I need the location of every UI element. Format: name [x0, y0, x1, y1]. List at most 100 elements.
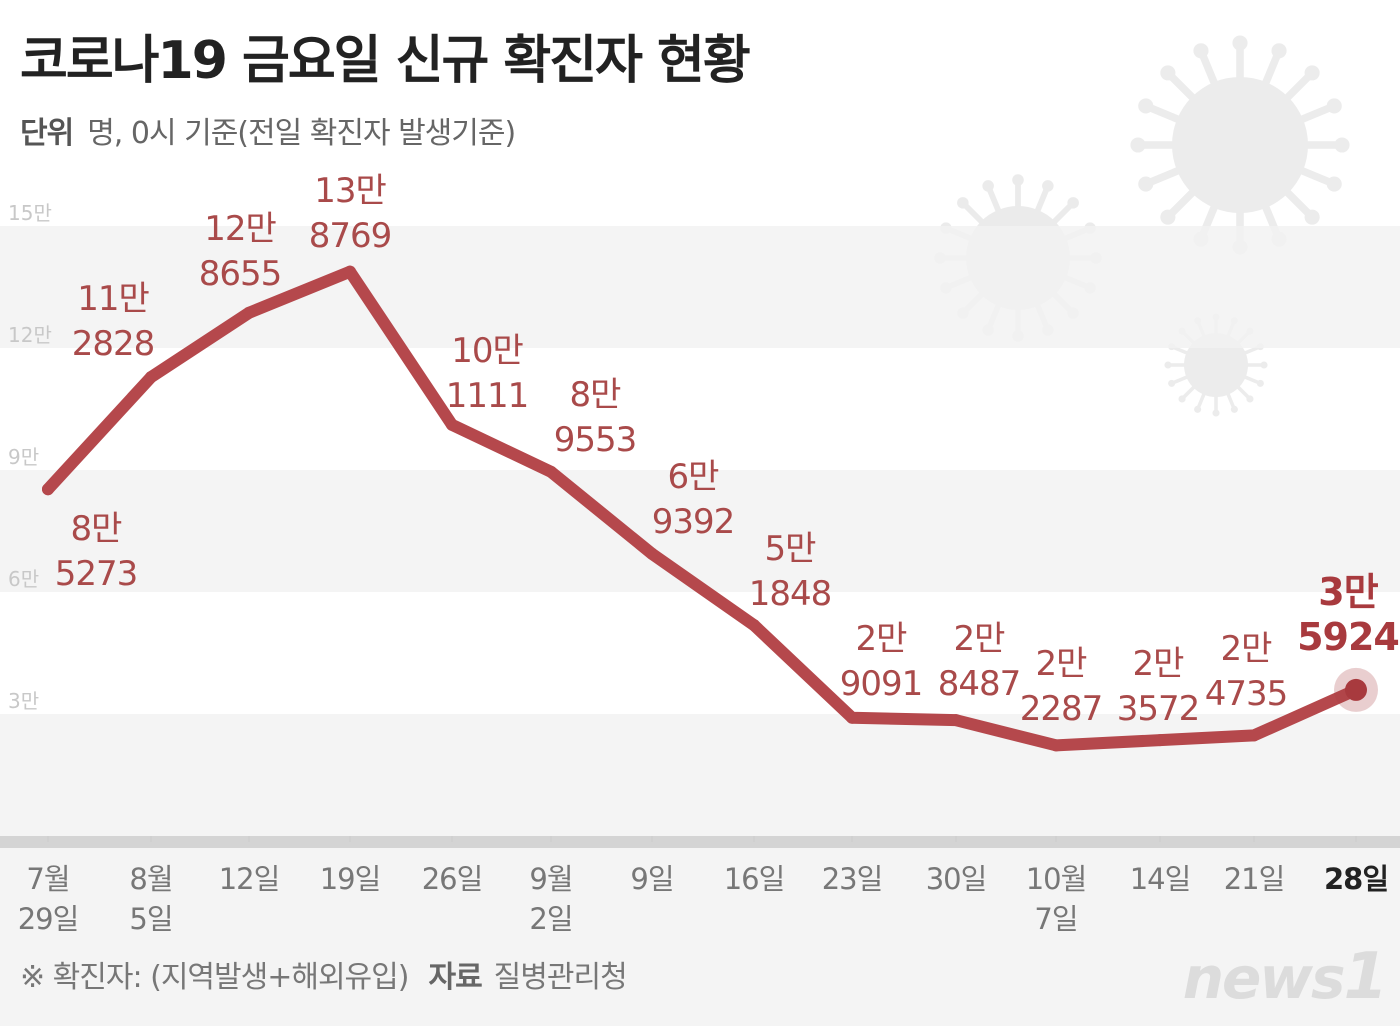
data-point	[1345, 678, 1367, 701]
virus-spike-tip	[1164, 361, 1172, 369]
unit-label: 단위	[20, 116, 74, 151]
data-label: 8만	[570, 375, 622, 415]
virus-spike-tip	[1212, 409, 1220, 417]
virus-spike-tip	[957, 197, 969, 209]
virus-spike-tip	[1067, 197, 1079, 209]
x-tick-label: 26일	[422, 862, 483, 896]
virus-spike-tip	[1271, 43, 1287, 59]
x-tick-label: 16일	[724, 862, 785, 896]
virus-spike-tip	[1160, 65, 1176, 81]
data-point	[145, 371, 157, 384]
x-axis-bar	[0, 836, 1400, 848]
data-point	[344, 265, 356, 278]
source-label: 자료	[428, 960, 482, 995]
data-point	[1154, 734, 1166, 747]
x-tick-label: 28일	[1324, 862, 1388, 896]
data-label: 2828	[72, 324, 155, 364]
data-label: 2만	[1036, 644, 1088, 684]
virus-spike-tip	[1130, 137, 1146, 153]
virus-icon	[1184, 333, 1248, 397]
data-label: 3만	[1318, 570, 1378, 614]
data-label: 8487	[938, 664, 1021, 704]
data-label: 2만	[1221, 629, 1273, 669]
data-point	[846, 711, 858, 724]
x-tick-label: 7일	[1034, 902, 1077, 936]
data-point	[545, 465, 557, 478]
footnote-text: ※ 확진자: (지역발생+해외유입)	[20, 960, 409, 995]
unit-text: 명, 0시 기준(전일 확진자 발생기준)	[87, 116, 516, 151]
data-point	[1248, 729, 1260, 742]
x-tick-label: 8월	[129, 862, 172, 896]
data-label: 9553	[554, 420, 637, 460]
data-label: 2만	[856, 619, 908, 659]
data-label: 8만	[71, 509, 123, 549]
x-tick-label: 7월	[26, 862, 69, 896]
data-label: 1848	[749, 574, 832, 614]
x-tick-label: 2일	[529, 902, 572, 936]
virus-spike-tip	[1230, 405, 1238, 413]
data-label: 5만	[765, 529, 817, 569]
virus-spike-tip	[1246, 395, 1254, 403]
data-label: 2287	[1020, 689, 1103, 729]
y-tick-label: 15만	[8, 201, 52, 225]
data-label: 2만	[954, 619, 1006, 659]
data-point	[950, 714, 962, 727]
footnote: ※ 확진자: (지역발생+해외유입) 자료 질병관리청	[20, 952, 628, 996]
grid-band	[0, 470, 1400, 592]
virus-spike-tip	[1260, 361, 1268, 369]
virus-spike-tip	[1160, 209, 1176, 225]
x-tick-label: 12일	[219, 862, 280, 896]
data-label: 8655	[199, 254, 282, 294]
data-point	[42, 483, 54, 496]
virus-spike-tip	[1304, 209, 1320, 225]
data-label: 3572	[1117, 689, 1200, 729]
data-point	[748, 619, 760, 632]
source-text: 질병관리청	[493, 960, 628, 995]
data-label: 9091	[840, 664, 923, 704]
x-tick-label: 30일	[926, 862, 987, 896]
virus-spike-tip	[1334, 137, 1350, 153]
virus-spike-tip	[1178, 395, 1186, 403]
data-label: 11만	[77, 279, 149, 319]
series-line	[42, 265, 1362, 752]
virus-spike-tip	[1138, 176, 1154, 192]
data-label: 10만	[451, 331, 523, 371]
y-tick-label: 9만	[8, 445, 39, 469]
x-tick-label: 14일	[1130, 862, 1191, 896]
data-label: 12만	[204, 209, 276, 249]
y-tick-label: 6만	[8, 567, 39, 591]
virus-spike-tip	[1232, 35, 1248, 51]
data-point	[243, 306, 255, 319]
unit-note: 단위 명, 0시 기준(전일 확진자 발생기준)	[20, 108, 516, 152]
data-label: 8769	[309, 216, 392, 256]
virus-spike-tip	[1326, 98, 1342, 114]
x-tick-label: 9월	[529, 862, 572, 896]
virus-spike-tip	[1193, 43, 1209, 59]
x-tick-label: 29일	[18, 902, 79, 936]
x-tick-label: 21일	[1224, 862, 1285, 896]
data-label: 6만	[668, 457, 720, 497]
data-point	[646, 547, 658, 560]
data-label: 9392	[652, 502, 735, 542]
virus-spike-tip	[1138, 98, 1154, 114]
data-label: 1111	[446, 376, 529, 416]
data-label: 5273	[55, 554, 138, 594]
data-label: 4735	[1205, 674, 1288, 714]
virus-spike-tip	[1326, 176, 1342, 192]
news1-logo: news1	[1182, 940, 1388, 1014]
x-tick-label: 19일	[320, 862, 381, 896]
x-tick-label: 5일	[129, 902, 172, 936]
virus-spike-tip	[982, 180, 994, 192]
data-point	[446, 418, 458, 431]
x-tick-label: 23일	[822, 862, 883, 896]
virus-icon	[1172, 77, 1308, 213]
data-label: 5924	[1297, 615, 1399, 659]
grid-band	[0, 714, 1400, 836]
y-tick-label: 12만	[8, 323, 52, 347]
virus-spike-tip	[1304, 65, 1320, 81]
chart-title: 코로나19 금요일 신규 확진자 현황	[20, 31, 751, 91]
data-label: 2만	[1133, 644, 1185, 684]
y-tick-label: 3만	[8, 689, 39, 713]
virus-spike-tip	[1042, 180, 1054, 192]
